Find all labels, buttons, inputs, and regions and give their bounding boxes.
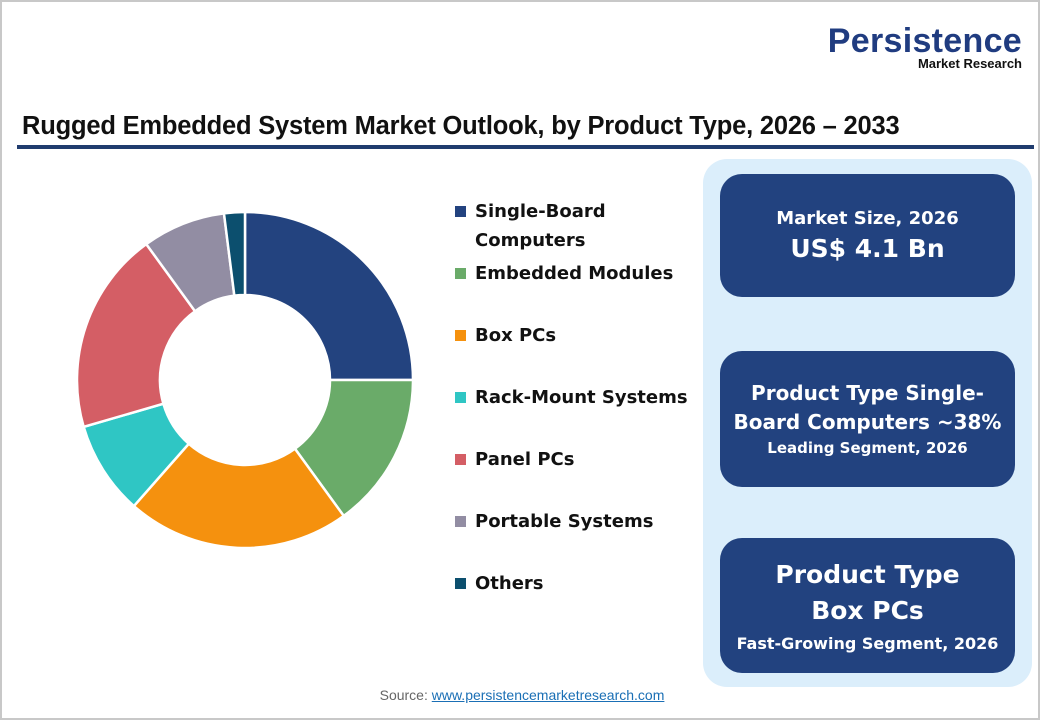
legend-item: Embedded Modules xyxy=(455,259,695,288)
legend-swatch-icon xyxy=(455,578,466,589)
legend-item: Panel PCs xyxy=(455,445,695,474)
market-size-card: Market Size, 2026 US$ 4.1 Bn xyxy=(720,174,1015,297)
market-size-value: US$ 4.1 Bn xyxy=(790,233,945,263)
leading-segment-line2: Board Computers ~38% xyxy=(733,410,1002,434)
market-size-label: Market Size, 2026 xyxy=(776,207,959,229)
logo-sub-text: Market Research xyxy=(917,56,1022,71)
legend-item: Others xyxy=(455,569,695,598)
legend-swatch-icon xyxy=(455,330,466,341)
source-link[interactable]: www.persistencemarketresearch.com xyxy=(431,687,665,703)
legend-swatch-icon xyxy=(455,206,466,217)
legend-label: Embedded Modules xyxy=(475,263,674,284)
fast-growing-line2: Box PCs xyxy=(811,595,924,625)
legend-swatch-icon xyxy=(455,516,466,527)
title-divider xyxy=(17,145,1034,149)
source-label: Source: xyxy=(379,687,428,703)
donut-slice-box-pcs xyxy=(132,441,346,550)
logo-main-text: Persistence xyxy=(827,22,1022,60)
legend-item: Single-Board Computers xyxy=(455,197,615,255)
legend-swatch-icon xyxy=(455,392,466,403)
donut-chart xyxy=(75,210,415,550)
leading-segment-card: Product Type Single- Board Computers ~38… xyxy=(720,351,1015,487)
leading-segment-caption: Leading Segment, 2026 xyxy=(767,439,968,457)
chart-title: Rugged Embedded System Market Outlook, b… xyxy=(22,112,900,140)
legend-item: Rack-Mount Systems xyxy=(455,383,695,412)
highlights-panel: Market Size, 2026 US$ 4.1 Bn Product Typ… xyxy=(703,159,1032,687)
donut-slice-panel-pcs xyxy=(75,242,197,429)
company-logo: Persistence Market Research xyxy=(828,24,1022,70)
fast-growing-card: Product Type Box PCs Fast-Growing Segmen… xyxy=(720,538,1015,673)
legend-label: Single-Board Computers xyxy=(475,201,606,251)
leading-segment-line1: Product Type Single- xyxy=(751,381,984,405)
legend-swatch-icon xyxy=(455,268,466,279)
donut-slice-others xyxy=(222,210,247,298)
donut-slice-single-board-computers xyxy=(243,210,415,382)
legend-item: Box PCs xyxy=(455,321,695,350)
fast-growing-caption: Fast-Growing Segment, 2026 xyxy=(736,633,999,653)
legend-item: Portable Systems xyxy=(455,507,695,536)
legend-label: Panel PCs xyxy=(475,449,575,470)
legend-label: Rack-Mount Systems xyxy=(475,387,688,408)
legend-label: Box PCs xyxy=(475,325,557,346)
legend-swatch-icon xyxy=(455,454,466,465)
legend-label: Others xyxy=(475,573,544,594)
fast-growing-line1: Product Type xyxy=(775,559,960,589)
legend-label: Portable Systems xyxy=(475,511,654,532)
source-line: Source: www.persistencemarketresearch.co… xyxy=(2,687,1040,703)
